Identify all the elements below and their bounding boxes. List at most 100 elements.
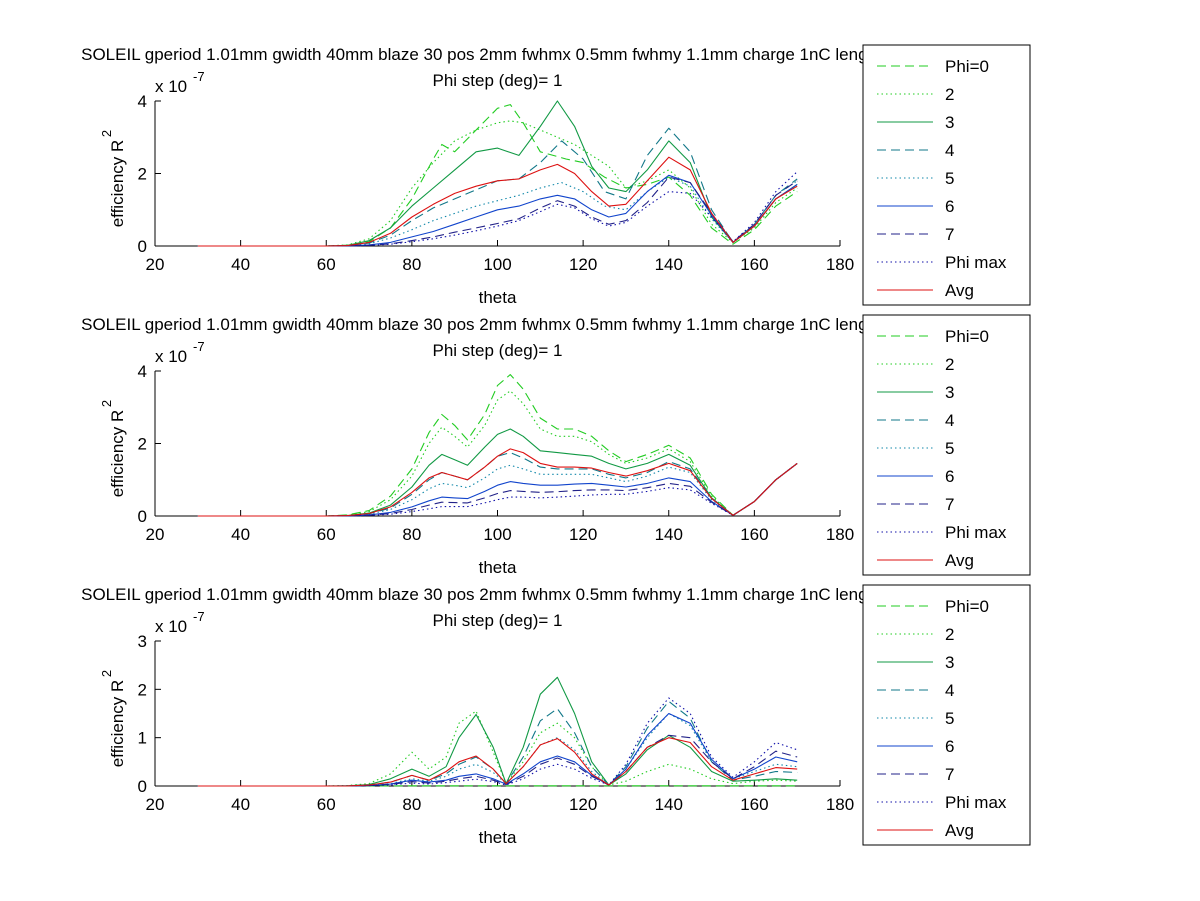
series-line-6 xyxy=(197,712,798,787)
legend-entry-label: 6 xyxy=(945,197,954,216)
legend-entry-label: Phi max xyxy=(945,253,1007,272)
x-tick-label: 140 xyxy=(655,795,683,814)
x-axis-label: theta xyxy=(479,828,517,847)
series-line-7 xyxy=(197,734,798,787)
x-tick-label: 120 xyxy=(569,525,597,544)
x-tick-label: 180 xyxy=(826,795,854,814)
x-tick-label: 60 xyxy=(317,255,336,274)
chart-title: SOLEIL gperiod 1.01mm gwidth 40mm blaze … xyxy=(81,45,914,64)
y-tick-label: 4 xyxy=(138,362,147,381)
series-line-5 xyxy=(197,176,798,247)
legend-entry-label: Avg xyxy=(945,821,974,840)
legend-entry-label: Avg xyxy=(945,551,974,570)
series-line-9 xyxy=(197,448,798,517)
x-tick-label: 80 xyxy=(402,525,421,544)
y-tick-label: 2 xyxy=(138,435,147,454)
y-axis-label-superscript: 2 xyxy=(99,130,114,137)
y-tick-label: 2 xyxy=(138,680,147,699)
y-tick-label: 0 xyxy=(138,777,147,796)
legend: Phi=0 2 3 4 5 6 7 Phi max Avg xyxy=(862,44,1031,306)
series-line-3 xyxy=(197,100,798,247)
series-line-2 xyxy=(197,120,798,247)
series-line-6 xyxy=(197,174,798,247)
legend: Phi=0 2 3 4 5 6 7 Phi max Avg xyxy=(862,584,1031,846)
legend-entry-label: 3 xyxy=(945,653,954,672)
legend-entry-label: 4 xyxy=(945,141,954,160)
legend-entry-label: 7 xyxy=(945,495,954,514)
legend-entry-label: 4 xyxy=(945,681,954,700)
y-tick-label: 0 xyxy=(138,237,147,256)
x-tick-label: 160 xyxy=(740,525,768,544)
series-line-4 xyxy=(197,452,798,517)
y-exponent-power: -7 xyxy=(193,609,205,624)
legend-box xyxy=(862,314,1031,576)
y-exponent-label: x 10 xyxy=(155,617,187,636)
x-tick-label: 20 xyxy=(146,525,165,544)
x-tick-label: 100 xyxy=(483,795,511,814)
legend-entry-label: 6 xyxy=(945,737,954,756)
y-exponent-power: -7 xyxy=(193,69,205,84)
x-tick-label: 180 xyxy=(826,525,854,544)
series-line-9 xyxy=(197,156,798,247)
x-tick-label: 120 xyxy=(569,255,597,274)
legend-entry-label: Phi=0 xyxy=(945,327,989,346)
x-tick-label: 40 xyxy=(231,795,250,814)
x-tick-label: 100 xyxy=(483,525,511,544)
y-tick-label: 4 xyxy=(138,92,147,111)
series-line-7 xyxy=(197,176,798,247)
legend-entry-label: Phi max xyxy=(945,523,1007,542)
legend-entry-label: Phi=0 xyxy=(945,57,989,76)
x-tick-label: 80 xyxy=(402,795,421,814)
chart-title: SOLEIL gperiod 1.01mm gwidth 40mm blaze … xyxy=(81,585,914,604)
chart-panel-2: SOLEIL gperiod 1.01mm gwidth 40mm blaze … xyxy=(81,314,1031,577)
x-tick-label: 180 xyxy=(826,255,854,274)
y-tick-label: 3 xyxy=(138,632,147,651)
legend-entry-label: 6 xyxy=(945,467,954,486)
series-line-1 xyxy=(197,374,798,517)
chart-panel-3: SOLEIL gperiod 1.01mm gwidth 40mm blaze … xyxy=(81,584,1031,847)
legend-entry-label: 7 xyxy=(945,765,954,784)
y-tick-label: 2 xyxy=(138,165,147,184)
series-line-3 xyxy=(197,428,798,517)
chart-subtitle: Phi step (deg)= 1 xyxy=(433,611,563,630)
y-axis-label-superscript: 2 xyxy=(99,400,114,407)
y-axis-label-superscript: 2 xyxy=(99,670,114,677)
chart-title: SOLEIL gperiod 1.01mm gwidth 40mm blaze … xyxy=(81,315,914,334)
x-tick-label: 80 xyxy=(402,255,421,274)
legend-entry-label: Phi=0 xyxy=(945,597,989,616)
legend-entry-label: Phi max xyxy=(945,793,1007,812)
legend-entry-label: 5 xyxy=(945,169,954,188)
legend-entry-label: 2 xyxy=(945,355,954,374)
legend-entry-label: 5 xyxy=(945,439,954,458)
chart-subtitle: Phi step (deg)= 1 xyxy=(433,341,563,360)
x-tick-label: 40 xyxy=(231,255,250,274)
legend-entry-label: 4 xyxy=(945,411,954,430)
legend-entry-label: 3 xyxy=(945,383,954,402)
series-line-6 xyxy=(197,462,798,517)
series-line-3 xyxy=(197,676,798,787)
series-line-5 xyxy=(197,462,798,517)
legend-entry-label: Avg xyxy=(945,281,974,300)
chart-panel-1: SOLEIL gperiod 1.01mm gwidth 40mm blaze … xyxy=(81,44,1031,307)
x-tick-label: 140 xyxy=(655,255,683,274)
legend-entry-label: 7 xyxy=(945,225,954,244)
x-tick-label: 40 xyxy=(231,525,250,544)
series-line-9 xyxy=(197,737,798,787)
legend-entry-label: 3 xyxy=(945,113,954,132)
x-tick-label: 120 xyxy=(569,795,597,814)
series-line-2 xyxy=(197,390,798,517)
legend: Phi=0 2 3 4 5 6 7 Phi max Avg xyxy=(862,314,1031,576)
x-tick-label: 160 xyxy=(740,795,768,814)
series-line-1 xyxy=(197,104,798,247)
x-tick-label: 160 xyxy=(740,255,768,274)
legend-entry-label: 5 xyxy=(945,709,954,728)
x-axis-label: theta xyxy=(479,288,517,307)
series-line-5 xyxy=(197,712,798,787)
legend-entry-label: 2 xyxy=(945,85,954,104)
y-tick-label: 1 xyxy=(138,729,147,748)
y-axis-label: efficiency R xyxy=(108,410,127,498)
x-tick-label: 140 xyxy=(655,525,683,544)
legend-entry-label: 2 xyxy=(945,625,954,644)
x-tick-label: 60 xyxy=(317,525,336,544)
